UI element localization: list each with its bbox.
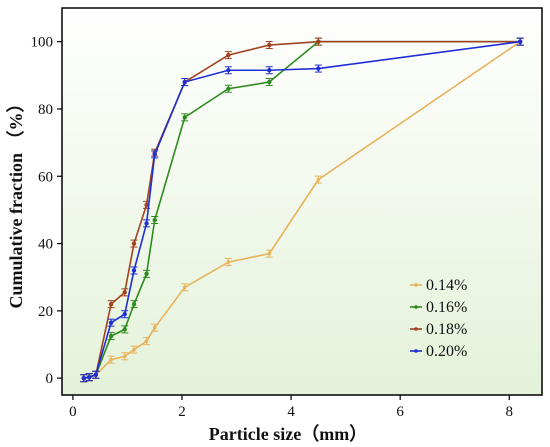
- data-point: [144, 339, 149, 343]
- data-point: [108, 333, 114, 339]
- x-tick-label: 8: [506, 404, 514, 420]
- data-point: [144, 202, 149, 208]
- y-tick-label: 60: [38, 169, 53, 185]
- y-tick-label: 20: [38, 304, 53, 320]
- data-point: [316, 177, 321, 182]
- data-point: [316, 66, 321, 71]
- data-point: [81, 375, 87, 381]
- data-point: [182, 285, 187, 290]
- data-point: [144, 271, 149, 277]
- data-point: [152, 217, 157, 223]
- data-point: [316, 39, 321, 44]
- x-tick-label: 2: [178, 404, 186, 420]
- data-point: [109, 357, 113, 362]
- data-point: [267, 68, 272, 73]
- legend-label: 0.20%: [426, 343, 467, 360]
- x-axis-title: Particle size（mm）: [209, 424, 367, 444]
- data-point: [93, 372, 99, 378]
- y-tick-label: 0: [46, 371, 54, 387]
- legend: 0.14% 0.16% 0.18% 0.20%: [410, 277, 467, 360]
- legend-item: 0.14%: [410, 277, 467, 294]
- legend-marker: [414, 349, 418, 353]
- x-tick-label: 0: [69, 404, 77, 420]
- data-point: [152, 325, 157, 330]
- series-layer: [80, 37, 524, 383]
- data-point: [87, 374, 92, 380]
- data-point: [267, 251, 272, 256]
- y-tick-label: 80: [38, 102, 53, 118]
- data-point: [226, 52, 231, 58]
- data-point: [517, 39, 523, 44]
- data-point: [122, 354, 127, 359]
- legend-marker: [414, 283, 418, 287]
- x-tick-label: 6: [396, 404, 404, 420]
- legend-item: 0.20%: [410, 343, 467, 360]
- data-point: [131, 241, 137, 246]
- data-point: [122, 312, 127, 317]
- data-point: [182, 115, 187, 120]
- legend-label: 0.14%: [426, 277, 467, 294]
- x-tick-label: 4: [287, 404, 295, 420]
- legend-item: 0.18%: [410, 321, 467, 338]
- data-point: [144, 221, 149, 226]
- data-point: [108, 301, 114, 307]
- data-point: [182, 79, 187, 85]
- legend-marker: [414, 305, 418, 309]
- data-point: [226, 260, 231, 264]
- y-tick-label: 100: [31, 35, 54, 51]
- plot-area: [61, 7, 543, 396]
- data-point: [131, 268, 137, 273]
- data-point: [152, 152, 157, 157]
- y-tick-label: 40: [38, 237, 53, 253]
- y-axis-title: Cumulative fraction （%）: [6, 95, 26, 309]
- data-point: [226, 86, 231, 91]
- data-point: [267, 79, 272, 85]
- data-point: [132, 347, 136, 352]
- legend-marker: [414, 327, 418, 331]
- legend-label: 0.16%: [426, 299, 467, 316]
- legend-label: 0.18%: [426, 321, 467, 338]
- data-point: [122, 327, 127, 332]
- data-point: [108, 320, 114, 325]
- data-point: [226, 68, 231, 73]
- data-point: [122, 290, 127, 295]
- series-3: [80, 37, 524, 383]
- legend-item: 0.16%: [410, 299, 467, 316]
- data-point: [267, 42, 272, 48]
- data-point: [131, 301, 137, 307]
